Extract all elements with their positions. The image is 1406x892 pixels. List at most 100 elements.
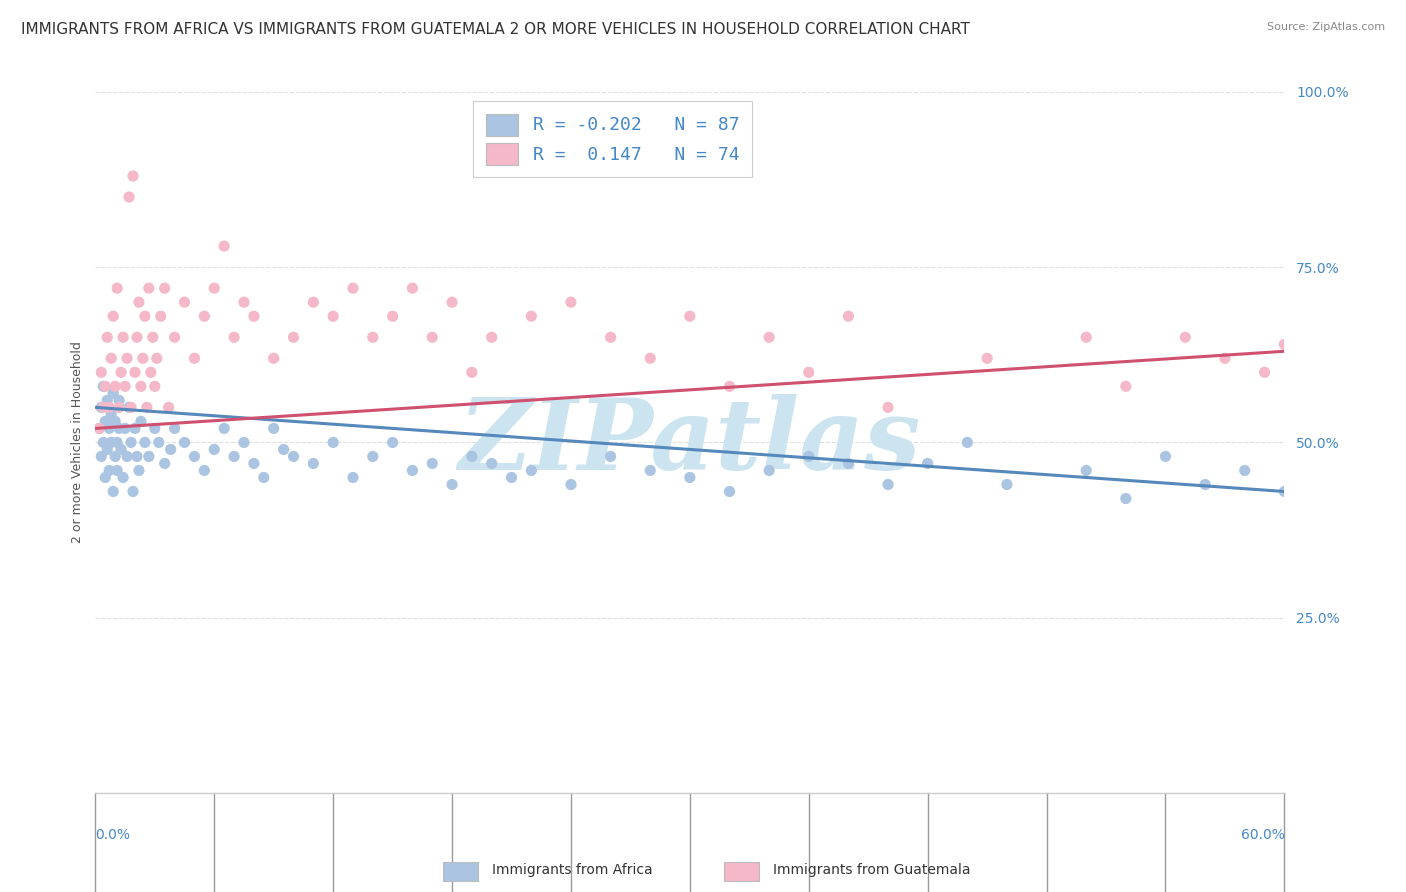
Point — [381, 310, 404, 324]
Point — [124, 365, 146, 379]
Point — [103, 386, 125, 401]
Point — [157, 401, 180, 415]
Point — [322, 435, 344, 450]
Point — [159, 442, 181, 457]
Point — [283, 450, 305, 464]
Point — [129, 379, 152, 393]
Point — [1274, 484, 1296, 499]
Point — [89, 421, 111, 435]
Point — [105, 281, 128, 295]
Point — [91, 435, 114, 450]
Point — [94, 470, 117, 484]
Point — [1233, 463, 1256, 477]
Point — [263, 351, 285, 366]
Point — [797, 365, 820, 379]
Point — [94, 414, 117, 428]
Point — [420, 330, 443, 344]
Point — [138, 450, 160, 464]
Point — [212, 239, 235, 253]
Point — [1274, 337, 1296, 351]
Text: ZIPatlas: ZIPatlas — [458, 394, 921, 491]
Point — [638, 351, 661, 366]
Point — [520, 463, 543, 477]
Point — [193, 310, 215, 324]
Point — [976, 351, 998, 366]
Point — [1174, 330, 1197, 344]
Point — [342, 281, 364, 295]
Point — [342, 470, 364, 484]
Point — [1213, 351, 1236, 366]
Point — [718, 484, 741, 499]
Point — [142, 330, 165, 344]
Point — [104, 450, 127, 464]
Point — [100, 435, 122, 450]
Point — [96, 393, 118, 408]
Point — [481, 457, 503, 471]
Point — [718, 379, 741, 393]
Point — [132, 351, 155, 366]
Point — [302, 457, 325, 471]
Point — [115, 450, 138, 464]
Text: Source: ZipAtlas.com: Source: ZipAtlas.com — [1267, 22, 1385, 32]
Point — [120, 435, 142, 450]
Point — [302, 295, 325, 310]
Point — [243, 457, 266, 471]
Point — [104, 379, 127, 393]
Point — [560, 477, 582, 491]
Point — [361, 450, 384, 464]
Point — [1115, 491, 1137, 506]
Point — [91, 401, 114, 415]
Point — [263, 421, 285, 435]
Point — [138, 281, 160, 295]
Point — [108, 393, 131, 408]
Point — [134, 310, 156, 324]
Point — [401, 281, 423, 295]
Point — [135, 401, 157, 415]
Point — [1154, 450, 1177, 464]
Point — [148, 435, 170, 450]
Point — [758, 463, 780, 477]
Point — [149, 310, 172, 324]
Point — [153, 457, 176, 471]
Point — [120, 401, 142, 415]
Point — [118, 401, 141, 415]
Point — [837, 457, 859, 471]
Point — [128, 295, 150, 310]
Point — [381, 435, 404, 450]
Point — [441, 477, 464, 491]
Point — [253, 470, 276, 484]
Point — [1253, 365, 1275, 379]
Point — [100, 351, 122, 366]
Point — [917, 457, 939, 471]
Point — [128, 463, 150, 477]
Point — [420, 457, 443, 471]
Point — [758, 330, 780, 344]
Point — [1115, 379, 1137, 393]
Point — [481, 330, 503, 344]
Point — [124, 421, 146, 435]
Text: Immigrants from Africa: Immigrants from Africa — [492, 863, 652, 877]
Point — [212, 421, 235, 435]
Point — [118, 190, 141, 204]
Point — [90, 365, 112, 379]
Text: 60.0%: 60.0% — [1240, 828, 1285, 842]
Point — [461, 365, 484, 379]
Point — [193, 463, 215, 477]
Point — [797, 450, 820, 464]
Text: 0.0%: 0.0% — [96, 828, 131, 842]
Point — [114, 379, 136, 393]
Point — [679, 310, 702, 324]
Point — [98, 401, 121, 415]
Point — [98, 463, 121, 477]
Point — [143, 379, 166, 393]
Point — [112, 470, 135, 484]
Point — [114, 421, 136, 435]
Point — [322, 310, 344, 324]
Point — [1194, 477, 1216, 491]
Point — [91, 379, 114, 393]
Point — [163, 421, 186, 435]
Point — [1076, 463, 1098, 477]
Point — [1313, 365, 1336, 379]
Point — [1372, 330, 1395, 344]
Point — [222, 330, 245, 344]
